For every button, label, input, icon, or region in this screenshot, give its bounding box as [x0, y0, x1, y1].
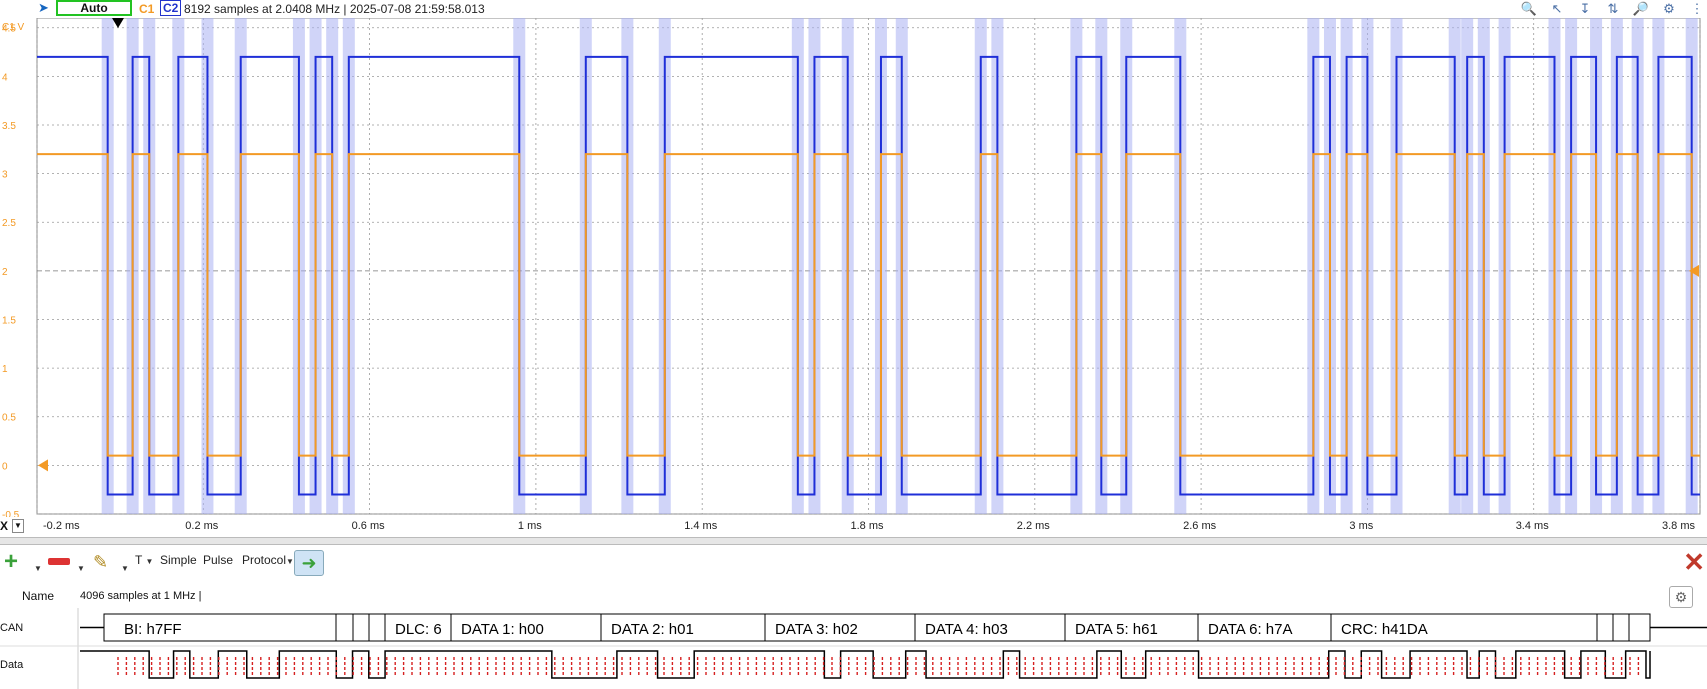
oscilloscope-plot[interactable]: 4.5 4 3.5 3 2.5 2 1.5 1 0.5 0 -0.5 C1 V: [0, 18, 1707, 517]
measure-two-icon[interactable]: ⇅: [1607, 1, 1619, 16]
y-tick-label: 1: [2, 364, 8, 375]
x-tick-label: 0.2 ms: [185, 520, 219, 532]
simple-button[interactable]: Simple: [160, 553, 197, 567]
can-field-label: DATA 3: h02: [775, 621, 858, 638]
x-axis-label[interactable]: X: [0, 519, 9, 533]
panel-splitter[interactable]: [0, 537, 1707, 545]
channel-1-toggle[interactable]: C1: [139, 2, 155, 16]
protocol-label: Protocol: [242, 553, 287, 567]
can-field-box: [1628, 613, 1651, 642]
pulse-button[interactable]: Pulse: [203, 553, 234, 567]
add-plus-icon[interactable]: +: [4, 548, 19, 575]
y-unit-label: C1 V: [2, 22, 25, 33]
trigger-position-marker: [112, 18, 124, 28]
edit-pen-icon[interactable]: ✎: [93, 552, 109, 572]
top-toolbar: ➤ Auto C1 C2 8192 samples at 2.0408 MHz …: [0, 0, 1707, 18]
can-field-label: BI: h7FF: [124, 621, 182, 638]
x-tick-label: 3 ms: [1349, 520, 1374, 532]
protocol-settings-icon[interactable]: ⚙: [1669, 586, 1693, 608]
zoom-icon[interactable]: 🔍: [1520, 1, 1538, 16]
x-axis-dropdown-icon[interactable]: ▼: [12, 519, 24, 533]
protocol-toolbar: + ▼ ▼ ✎ ▼ T ▼ Simple Pulse Protocol▼ ➜ ✕: [0, 546, 1707, 580]
remove-minus-icon[interactable]: [48, 558, 70, 565]
y-tick-label: -0.5: [2, 510, 20, 517]
can-row-label: CAN: [0, 622, 24, 634]
protocol-menu[interactable]: Protocol▼: [242, 553, 294, 567]
can-field-box: [1596, 613, 1614, 642]
trigger-level-marker: [1689, 264, 1699, 277]
can-field-box: [1330, 613, 1598, 642]
can-field-label: DATA 1: h00: [461, 621, 544, 638]
x-tick-label: 3.8 ms: [1662, 520, 1696, 532]
edit-dropdown-icon[interactable]: ▼: [121, 564, 129, 573]
x-tick-label: 2.2 ms: [1016, 520, 1050, 532]
run-arrow-icon[interactable]: ➤: [38, 0, 49, 15]
can-field-label: CRC: h41DA: [1341, 621, 1428, 638]
protocol-decode-area: BI: h7FF DLC: 6 DATA 1: h00 DATA 2: h01 DATA…: [0, 608, 1707, 689]
can-field-label: DATA 6: h7A: [1208, 621, 1293, 638]
x-tick-label: 0.6 ms: [351, 520, 385, 532]
x-tick-label: 1.4 ms: [684, 520, 718, 532]
can-field-box: [368, 613, 386, 642]
channel-2-toggle[interactable]: C2: [160, 0, 182, 16]
add-dropdown-icon[interactable]: ▼: [34, 564, 42, 573]
channel-1-trace: [37, 153, 1700, 457]
can-field-label: DLC: 6: [395, 621, 442, 638]
apply-arrow-button[interactable]: ➜: [294, 550, 324, 576]
more-icon[interactable]: ⋮: [1690, 1, 1704, 16]
cursor-icon[interactable]: ↖: [1551, 1, 1563, 16]
y-tick-label: 2.5: [2, 218, 16, 229]
y-tick-label: 1.5: [2, 315, 16, 326]
can-field-box: [1064, 613, 1199, 642]
x-tick-label: -0.2 ms: [43, 520, 80, 532]
protocol-samples-info: 4096 samples at 1 MHz |: [80, 590, 202, 602]
can-field-box: [384, 613, 452, 642]
protocol-dropdown-icon: ▼: [286, 557, 294, 566]
can-field-box: [764, 613, 916, 642]
can-field-box: [450, 613, 602, 642]
y-tick-label: 4.5: [2, 24, 16, 35]
acquisition-info: 8192 samples at 2.0408 MHz | 2025-07-08 …: [184, 2, 485, 16]
y-tick-label: 3: [2, 170, 8, 181]
x-tick-label: 3.4 ms: [1515, 520, 1549, 532]
can-field-box: [1197, 613, 1332, 642]
trigger-dropdown-icon: ▼: [145, 557, 154, 566]
can-field-label: DATA 2: h01: [611, 621, 694, 638]
protocol-header: Name 4096 samples at 1 MHz | ⚙: [0, 584, 1707, 608]
trigger-t-menu[interactable]: T ▼: [135, 553, 153, 567]
y-tick-label: 2: [2, 267, 8, 278]
can-field-box: [335, 613, 354, 642]
can-field-label: DATA 5: h61: [1075, 621, 1158, 638]
channel-1-zero-marker: [38, 459, 48, 472]
trigger-t-label: T: [135, 553, 143, 567]
view-tools: 🔍 ↖ ↧ ⇅ 🔎 ⚙ ⋮: [1519, 0, 1707, 18]
settings-gear-icon[interactable]: ⚙: [1663, 1, 1675, 16]
can-field-box: [1612, 613, 1630, 642]
y-tick-label: 3.5: [2, 121, 16, 132]
y-tick-label: 4: [2, 72, 8, 83]
trigger-mode-button[interactable]: Auto: [56, 0, 132, 16]
x-tick-label: 2.6 ms: [1183, 520, 1217, 532]
data-row-label: Data: [0, 659, 24, 671]
can-field-box: [352, 613, 370, 642]
x-tick-label: 1 ms: [517, 520, 542, 532]
zoom-fit-icon[interactable]: 🔎: [1632, 1, 1650, 16]
x-axis: X ▼ -0.2 ms 0.2 ms 0.6 ms 1 ms 1.4 ms 1.8 ms 2…: [0, 517, 1707, 535]
measure-icon[interactable]: ↧: [1579, 1, 1591, 16]
x-tick-label: 1.8 ms: [850, 520, 884, 532]
can-field-label: DATA 4: h03: [925, 621, 1008, 638]
can-field-box: [914, 613, 1066, 642]
remove-dropdown-icon[interactable]: ▼: [77, 564, 85, 573]
name-column-header: Name: [22, 589, 55, 603]
close-icon[interactable]: ✕: [1683, 547, 1705, 577]
y-tick-label: 0: [2, 461, 8, 472]
y-tick-label: 0.5: [2, 413, 16, 424]
